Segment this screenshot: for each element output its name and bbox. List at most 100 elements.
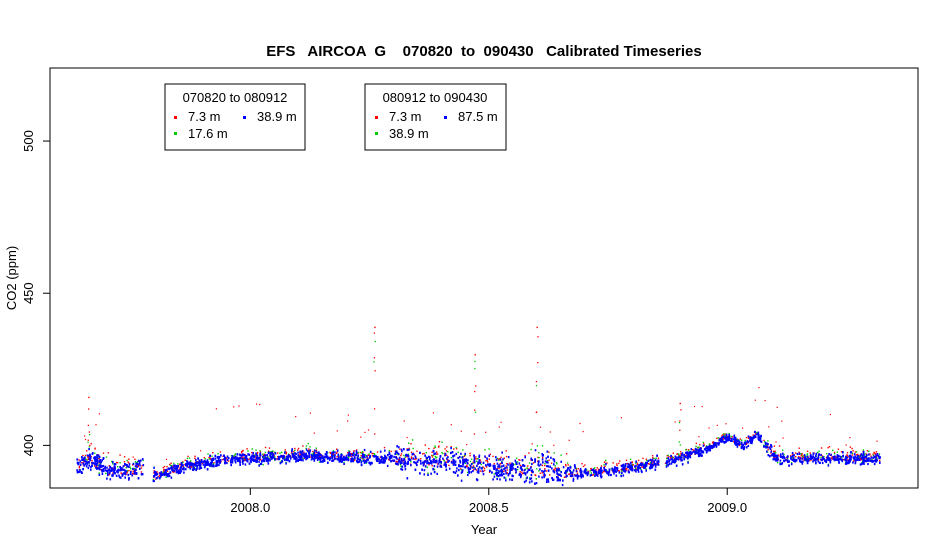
- data-point: [831, 458, 834, 460]
- data-point: [224, 457, 227, 460]
- data-point: [340, 460, 342, 463]
- data-point: [842, 458, 845, 461]
- data-point: [831, 456, 833, 458]
- data-point: [469, 460, 472, 463]
- data-point: [96, 465, 98, 467]
- data-point: [92, 452, 94, 455]
- data-point: [240, 450, 243, 453]
- data-point: [105, 456, 108, 458]
- data-point: [401, 459, 403, 462]
- data-point: [310, 454, 313, 457]
- data-point: [134, 458, 136, 460]
- data-point: [117, 466, 119, 468]
- data-point: [78, 470, 81, 473]
- data-point: [399, 464, 402, 466]
- data-point: [874, 460, 877, 463]
- data-point: [362, 455, 365, 458]
- data-point: [117, 468, 120, 471]
- data-point: [654, 458, 657, 462]
- data-point: [332, 459, 335, 462]
- data-point: [701, 454, 703, 457]
- data-point: [483, 469, 486, 471]
- data-point: [787, 460, 789, 463]
- data-point: [593, 471, 595, 474]
- x-axis: 2008.0 2008.5 2009.0: [230, 488, 747, 515]
- data-point: [500, 421, 502, 423]
- data-point: [855, 454, 858, 456]
- data-point: [435, 461, 437, 464]
- data-point: [821, 461, 824, 465]
- data-point: [412, 457, 414, 460]
- data-point: [679, 429, 681, 431]
- data-point: [486, 460, 488, 462]
- data-point: [631, 464, 634, 467]
- data-point: [206, 459, 209, 462]
- data-point: [371, 455, 374, 457]
- data-point: [568, 473, 571, 475]
- data-point: [233, 457, 235, 460]
- data-point: [224, 461, 226, 464]
- data-point: [524, 456, 526, 459]
- data-point: [705, 445, 708, 447]
- data-point: [862, 452, 865, 455]
- data-point: [804, 458, 806, 461]
- data-point: [166, 470, 169, 472]
- data-point: [766, 451, 769, 453]
- data-point: [665, 464, 668, 466]
- data-point: [452, 463, 455, 466]
- data-point: [535, 380, 538, 383]
- data-point: [365, 460, 368, 463]
- data-point: [501, 461, 503, 464]
- data-point: [841, 460, 843, 463]
- data-point: [366, 457, 368, 459]
- data-point: [872, 454, 875, 456]
- data-point: [196, 464, 198, 467]
- data-point: [334, 451, 336, 454]
- data-point: [436, 453, 438, 455]
- data-point: [730, 435, 732, 438]
- data-point: [391, 459, 393, 462]
- data-point: [128, 465, 130, 468]
- data-point: [539, 426, 542, 428]
- data-point: [639, 462, 642, 465]
- data-point: [503, 472, 505, 475]
- data-point: [212, 463, 215, 465]
- data-point: [537, 463, 539, 466]
- data-point: [188, 466, 191, 469]
- data-point: [851, 454, 854, 456]
- data-point: [478, 459, 481, 462]
- data-point: [187, 455, 189, 458]
- data-point: [292, 455, 294, 458]
- data-point: [678, 441, 680, 443]
- data-point: [440, 465, 443, 468]
- data-point: [336, 448, 338, 450]
- data-point: [121, 473, 124, 476]
- data-point: [788, 460, 790, 463]
- data-point: [278, 456, 280, 459]
- data-point: [521, 459, 524, 462]
- data-point: [474, 360, 476, 363]
- data-point: [622, 474, 625, 477]
- data-point: [466, 464, 468, 467]
- data-point: [447, 456, 449, 459]
- data-point: [541, 464, 544, 467]
- data-point: [265, 457, 267, 460]
- data-point: [378, 458, 380, 461]
- data-point: [749, 436, 751, 439]
- data-point: [535, 478, 538, 480]
- data-point: [256, 454, 259, 457]
- data-point: [218, 457, 220, 460]
- data-point: [197, 457, 199, 460]
- data-point: [312, 453, 314, 455]
- data-point: [820, 456, 822, 459]
- data-point: [509, 470, 511, 473]
- data-point: [455, 470, 458, 473]
- data-point: [85, 465, 88, 468]
- data-point: [323, 459, 326, 462]
- data-point: [195, 462, 197, 465]
- data-point: [313, 432, 315, 434]
- data-point: [308, 451, 311, 454]
- data-point: [106, 469, 108, 472]
- data-point: [351, 457, 353, 460]
- data-point: [315, 449, 318, 451]
